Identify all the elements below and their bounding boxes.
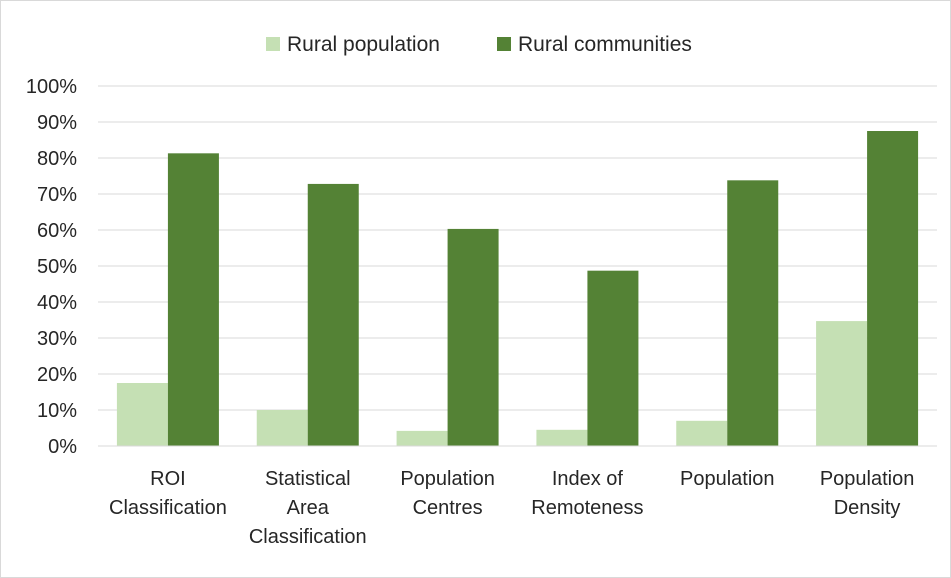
y-tick-label: 0% — [48, 436, 77, 458]
x-category-label: Population — [680, 468, 775, 490]
legend-label: Rural communities — [518, 33, 692, 56]
y-tick-label: 30% — [37, 328, 77, 350]
legend-swatch — [497, 37, 511, 51]
x-category-label: Population Density — [820, 468, 915, 519]
legend-item: Rural population — [266, 33, 440, 56]
bar-rural-population — [536, 429, 588, 446]
bar-rural-population — [676, 420, 728, 446]
x-category-label: Population Centres — [400, 468, 495, 519]
bar-rural-population — [256, 410, 308, 446]
x-category-label: ROI Classification — [109, 468, 227, 519]
y-tick-label: 90% — [37, 112, 77, 134]
bar-rural-communities — [867, 131, 919, 446]
bar-rural-communities — [167, 153, 219, 446]
y-axis: 0% 10% 20% 30% 40% 50% 60% 70% 80% 90% 100% — [26, 76, 77, 458]
x-axis: ROI Classification Statistical Area Classifi… — [98, 445, 937, 548]
bar-rural-population — [396, 430, 448, 446]
y-tick-label: 100% — [26, 76, 77, 98]
bar-rural-population — [816, 321, 868, 446]
bar-rural-communities — [587, 270, 639, 446]
bars — [116, 131, 919, 447]
gridlines — [98, 85, 937, 411]
legend-swatch — [266, 37, 280, 51]
y-tick-label: 40% — [37, 292, 77, 314]
y-tick-label: 70% — [37, 184, 77, 206]
y-tick-label: 50% — [37, 256, 77, 278]
bar-rural-communities — [307, 183, 359, 447]
x-category-label: Index of Remoteness — [531, 468, 643, 519]
y-tick-label: 80% — [37, 148, 77, 170]
y-tick-label: 60% — [37, 220, 77, 242]
bar-rural-communities — [447, 228, 499, 446]
y-tick-label: 20% — [37, 364, 77, 386]
legend-label: Rural population — [287, 33, 440, 56]
y-tick-label: 10% — [37, 400, 77, 422]
bar-rural-communities — [727, 180, 779, 446]
legend-item: Rural communities — [497, 33, 692, 56]
bar-rural-population — [116, 383, 168, 446]
legend: Rural population Rural communities — [266, 33, 692, 56]
x-category-label: Statistical Area Classification — [249, 468, 367, 548]
